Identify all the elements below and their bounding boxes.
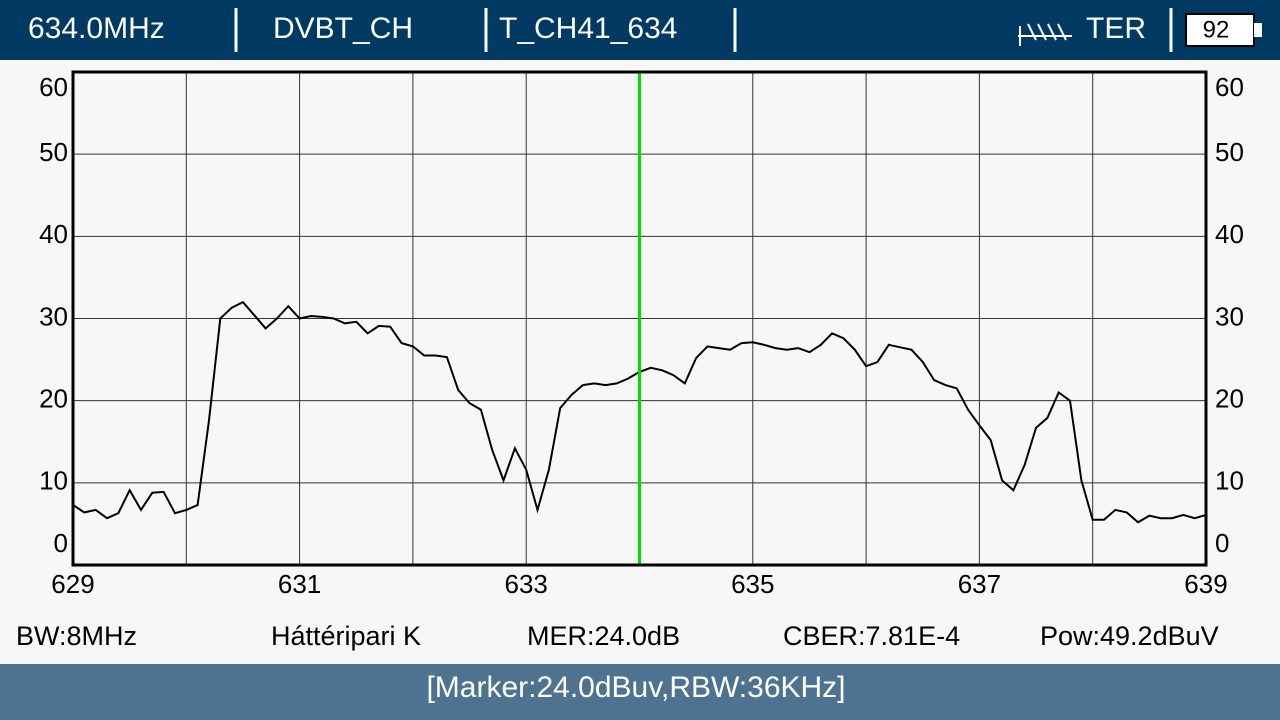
y-tick-label: 50 xyxy=(39,137,68,167)
status-bar xyxy=(0,664,1280,720)
y-tick-label-right: 30 xyxy=(1215,301,1244,331)
standard: DVBT_CH xyxy=(273,12,413,45)
channel: T_CH41_634 xyxy=(499,12,677,45)
x-tick-label: 629 xyxy=(51,569,94,599)
y-tick-label-right: 60 xyxy=(1215,72,1244,102)
frequency: 634.0MHz xyxy=(28,12,165,45)
y-tick-label: 60 xyxy=(39,72,68,102)
stat: Háttéripari K xyxy=(271,621,421,651)
x-tick-label: 637 xyxy=(958,569,1001,599)
top-bar xyxy=(0,0,1280,60)
x-tick-label: 633 xyxy=(505,569,548,599)
y-tick-label: 40 xyxy=(39,219,68,249)
plot-frame xyxy=(71,70,1208,567)
battery-tip xyxy=(1254,23,1262,37)
y-tick-label: 0 xyxy=(54,528,68,558)
band: TER xyxy=(1086,12,1146,45)
battery-level: 92 xyxy=(1203,16,1230,43)
antenna-icon xyxy=(1018,23,1072,46)
x-tick-label: 635 xyxy=(731,569,774,599)
y-tick-label-right: 10 xyxy=(1215,466,1244,496)
x-tick-label: 639 xyxy=(1184,569,1227,599)
y-tick-label: 10 xyxy=(39,466,68,496)
y-tick-label-right: 40 xyxy=(1215,219,1244,249)
y-tick-label: 30 xyxy=(39,301,68,331)
stat: CBER:7.81E-4 xyxy=(783,621,960,651)
status: [Marker:24.0dBuv,RBW:36KHz] xyxy=(426,671,845,704)
stat: Pow:49.2dBuV xyxy=(1040,621,1219,651)
y-tick-label-right: 0 xyxy=(1215,528,1229,558)
y-tick-label-right: 50 xyxy=(1215,137,1244,167)
x-tick-label: 631 xyxy=(278,569,321,599)
y-tick-label: 20 xyxy=(39,384,68,414)
stat: MER:24.0dB xyxy=(527,621,680,651)
stat: BW:8MHz xyxy=(16,621,137,651)
stats-row: BW:8MHz Háttéripari K MER:24.0dB CBER:7.81E… xyxy=(16,621,1219,651)
y-tick-label-right: 20 xyxy=(1215,384,1244,414)
